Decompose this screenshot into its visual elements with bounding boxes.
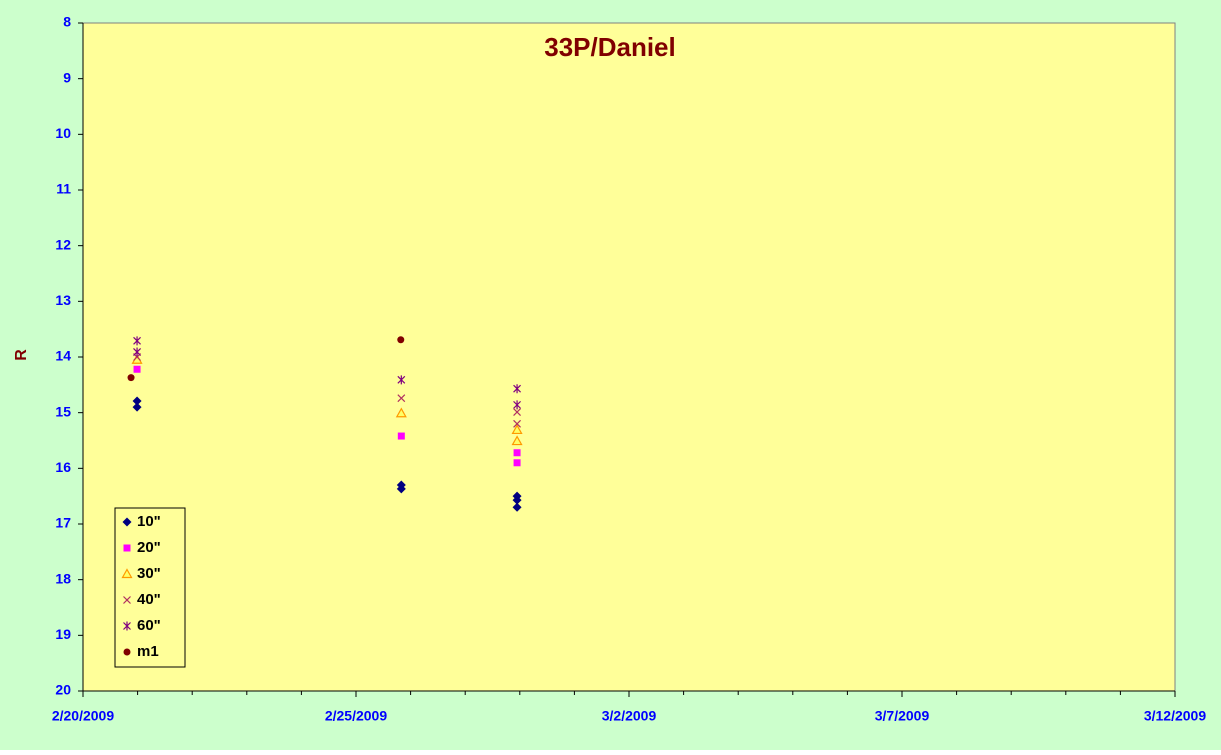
y-tick-label: 9 [63,69,71,85]
point [133,365,141,373]
legend-label: 10" [137,513,161,530]
legend-marker [123,544,131,552]
y-tick-label: 15 [55,403,71,419]
point [513,408,521,417]
point [132,396,142,406]
point [511,435,523,446]
y-tick-label: 14 [55,348,71,364]
x-tick-label: 3/2/2009 [602,708,657,724]
y-tick-label: 10 [55,125,71,141]
point [127,374,135,382]
point [513,449,521,457]
legend-label: 60" [137,617,161,634]
y-axis-label: R [13,349,30,361]
point [397,375,406,385]
x-tick-label: 2/25/2009 [325,708,387,724]
point [397,394,406,403]
legend-label: 20" [137,539,161,556]
y-tick-label: 16 [55,459,71,475]
y-tick-label: 18 [55,570,71,586]
legend-label: 30" [137,565,161,582]
x-tick-label: 3/7/2009 [875,708,930,724]
point [511,424,523,435]
series [133,365,521,467]
point [512,495,522,505]
legend-label: 40" [137,591,161,608]
legend-marker [123,621,131,631]
y-tick-label: 13 [55,292,71,308]
point [512,502,522,512]
legend-label: m1 [137,643,159,660]
legend-marker [121,568,133,579]
point [513,459,521,467]
point [133,336,141,346]
series [127,336,405,382]
point [397,432,405,440]
y-tick-label: 19 [55,626,71,642]
y-tick-label: 17 [55,515,71,531]
legend: 10" 20" 30" 40" 60" m1 [114,507,186,668]
series [133,336,521,410]
x-tick-label: 3/12/2009 [1144,708,1206,724]
y-tick-label: 20 [55,682,71,698]
point [133,347,141,357]
chart-title: 33P/Daniel [544,32,676,62]
series [131,354,523,446]
point [513,400,521,410]
y-tick-label: 11 [56,181,71,197]
point [132,402,142,412]
legend-marker [123,596,131,604]
point [395,407,407,418]
legend-marker [123,648,131,656]
plot-area [82,22,1176,692]
y-tick-label: 8 [63,14,71,30]
legend-marker [122,517,132,527]
point [513,384,521,394]
point [397,336,405,344]
point [513,419,521,428]
legend-box [114,507,186,668]
x-tick-label: 2/20/2009 [52,708,114,724]
point [396,484,406,494]
y-tick-label: 12 [55,236,71,252]
series [132,396,522,512]
